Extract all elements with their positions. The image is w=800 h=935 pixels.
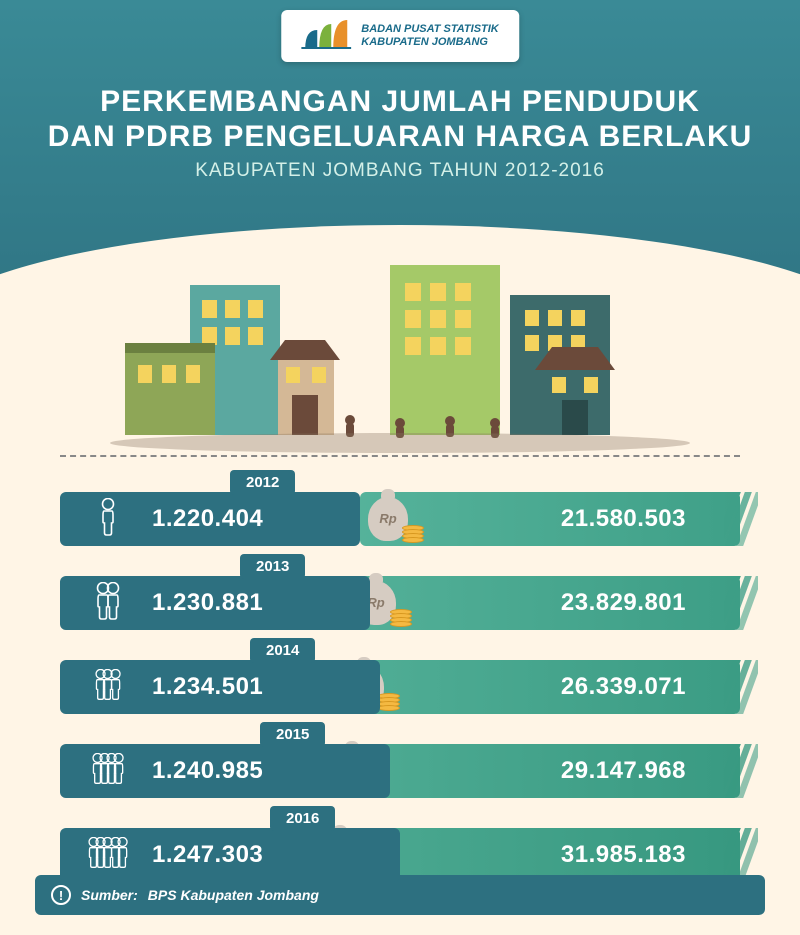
year-tab: 2012 — [230, 470, 295, 495]
year-tab: 2013 — [240, 554, 305, 579]
year-tab: 2016 — [270, 806, 335, 831]
data-row-2016: 2016Rp 31.985.183 1.247.303 — [60, 806, 740, 884]
data-row-2012: 2012 Rp 21.580.503 1.220.404 — [60, 470, 740, 548]
people-icon — [78, 582, 138, 625]
city-illustration — [90, 255, 710, 455]
pdrb-value: 29.147.968 — [561, 757, 686, 785]
pdrb-value: 21.580.503 — [561, 505, 686, 533]
data-row-2013: 2013 Rp 23.829.801 1.230.881 — [60, 554, 740, 632]
footer-source: BPS Kabupaten Jombang — [148, 887, 319, 903]
stripes-icon — [724, 492, 758, 546]
pdrb-bar: Rp 21.580.503 — [360, 492, 740, 546]
people-icon — [78, 837, 138, 873]
logo-text: BADAN PUSAT STATISTIK KABUPATEN JOMBANG — [361, 23, 499, 49]
population-value: 1.247.303 — [152, 841, 263, 869]
population-value: 1.234.501 — [152, 673, 263, 701]
population-value: 1.230.881 — [152, 589, 263, 617]
pdrb-bar: Rp 23.829.801 — [348, 576, 740, 630]
population-value: 1.240.985 — [152, 757, 263, 785]
bps-logo-icon — [301, 18, 351, 54]
people-icon — [78, 498, 138, 541]
title-subtitle: KABUPATEN JOMBANG TAHUN 2012-2016 — [40, 160, 760, 182]
population-bar: 1.234.501 — [60, 660, 380, 714]
stripes-icon — [724, 744, 758, 798]
title-line1: PERKEMBANGAN JUMLAH PENDUDUK — [40, 85, 760, 120]
population-value: 1.220.404 — [152, 505, 263, 533]
population-bar: 1.230.881 — [60, 576, 370, 630]
logo-line1: BADAN PUSAT STATISTIK — [361, 23, 499, 36]
pdrb-bar: Rp 26.339.071 — [336, 660, 740, 714]
stripes-icon — [724, 576, 758, 630]
population-bar: 1.240.985 — [60, 744, 390, 798]
year-tab: 2014 — [250, 638, 315, 663]
logo-line2: KABUPATEN JOMBANG — [361, 36, 499, 49]
people-icon — [78, 669, 138, 705]
data-row-2015: 2015Rp 29.147.968 1.240.985 — [60, 722, 740, 800]
title-line2: DAN PDRB PENGELUARAN HARGA BERLAKU — [40, 120, 760, 155]
data-rows: 2012 Rp 21.580.503 1.220.404 2013 Rp 23.829… — [60, 470, 740, 890]
people-icon — [78, 753, 138, 789]
money-bag-icon: Rp — [364, 491, 424, 547]
stripes-icon — [724, 660, 758, 714]
pdrb-value: 26.339.071 — [561, 673, 686, 701]
info-icon: ! — [51, 885, 71, 905]
logo-box: BADAN PUSAT STATISTIK KABUPATEN JOMBANG — [281, 10, 519, 62]
infographic-canvas: BADAN PUSAT STATISTIK KABUPATEN JOMBANG … — [0, 0, 800, 935]
population-bar: 1.220.404 — [60, 492, 360, 546]
pdrb-value: 31.985.183 — [561, 841, 686, 869]
footer-label: Sumber: — [81, 887, 138, 903]
divider-line — [60, 455, 740, 457]
population-bar: 1.247.303 — [60, 828, 400, 882]
data-row-2014: 2014 Rp 26.339.071 1.234.501 — [60, 638, 740, 716]
pdrb-value: 23.829.801 — [561, 589, 686, 617]
year-tab: 2015 — [260, 722, 325, 747]
stripes-icon — [724, 828, 758, 882]
title-block: PERKEMBANGAN JUMLAH PENDUDUK DAN PDRB PE… — [0, 85, 800, 182]
